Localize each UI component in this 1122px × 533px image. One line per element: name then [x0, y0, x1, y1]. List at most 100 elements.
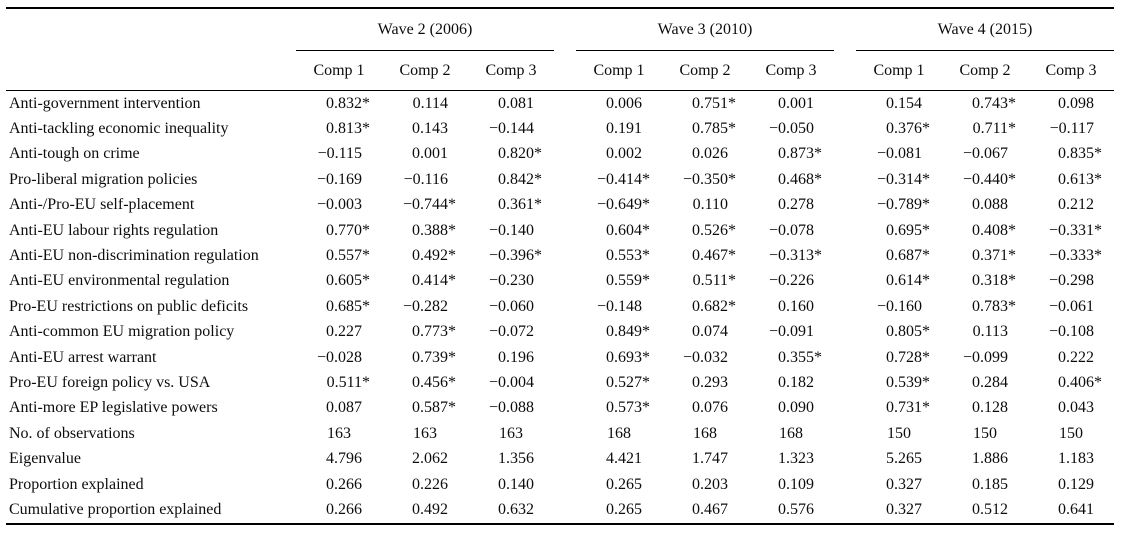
column-gap — [834, 396, 856, 421]
value-cell: 0.685* — [326, 297, 370, 315]
column-gap — [834, 91, 856, 117]
value-cell: 0.511* — [692, 272, 736, 290]
pca-results-table: Wave 2 (2006) Wave 3 (2010) Wave 4 (2015… — [6, 7, 1114, 525]
value-cell: 5.265 — [886, 450, 922, 468]
column-gap — [834, 294, 856, 319]
column-gap — [554, 116, 576, 141]
value-cell: 0.492 — [412, 500, 448, 518]
corner-cell — [6, 50, 296, 91]
row-label: Anti-tough on crime — [9, 145, 140, 163]
value-cell: −0.060 — [488, 297, 534, 315]
comp-2-header: Comp 2 — [382, 50, 468, 91]
value-cell: 0.526* — [692, 221, 736, 239]
row-label: No. of observations — [9, 424, 135, 442]
column-gap — [834, 218, 856, 243]
table-row: Pro-liberal migration policies −0.169 −0.1… — [6, 167, 1114, 192]
row-label: Anti-more EP legislative powers — [9, 399, 218, 417]
value-cell: 0.573* — [606, 399, 650, 417]
value-cell: −0.331* — [1048, 221, 1102, 239]
value-cell: 0.693* — [606, 348, 650, 366]
value-cell: 0.785* — [692, 120, 736, 138]
value-cell: 0.113 — [972, 323, 1008, 341]
value-cell: 0.088 — [972, 196, 1008, 214]
column-gap — [554, 320, 576, 345]
value-cell: 0.728* — [886, 348, 930, 366]
row-label: Anti-EU non-discrimination regulation — [9, 247, 259, 265]
value-cell: 0.492* — [412, 247, 456, 265]
column-gap — [554, 294, 576, 319]
value-cell: 0.191 — [606, 120, 642, 138]
table-row: Anti-EU environmental regulation 0.605* 0.… — [6, 269, 1114, 294]
value-cell: −0.314* — [876, 170, 930, 188]
table-row: Pro-EU foreign policy vs. USA 0.511* 0.456… — [6, 370, 1114, 395]
row-label: Anti-common EU migration policy — [9, 323, 235, 341]
value-cell: 0.140 — [498, 475, 534, 493]
table-header: Wave 2 (2006) Wave 3 (2010) Wave 4 (2015… — [6, 8, 1114, 91]
column-gap — [834, 142, 856, 167]
value-cell: 168 — [693, 424, 717, 442]
table-row: Anti-tackling economic inequality 0.813* 0… — [6, 116, 1114, 141]
value-cell: 0.873* — [778, 145, 822, 163]
value-cell: −0.350* — [682, 170, 736, 188]
value-cell: −0.067 — [962, 145, 1008, 163]
value-cell: 0.154 — [886, 94, 922, 112]
value-cell: 0.835* — [1058, 145, 1102, 163]
value-cell: −0.099 — [962, 348, 1008, 366]
value-cell: 0.143 — [412, 120, 448, 138]
value-cell: 0.293 — [692, 373, 728, 391]
value-cell: 168 — [607, 424, 631, 442]
value-cell: 2.062 — [412, 450, 448, 468]
column-gap — [834, 8, 856, 51]
row-label: Anti-EU arrest warrant — [9, 348, 157, 366]
value-cell: 0.002 — [606, 145, 642, 163]
value-cell: 0.388* — [412, 221, 456, 239]
table-row: Anti-/Pro-EU self-placement −0.003 −0.744*… — [6, 193, 1114, 218]
value-cell: −0.004 — [488, 373, 534, 391]
value-cell: 0.185 — [972, 475, 1008, 493]
value-cell: 150 — [887, 424, 911, 442]
table-row: Cumulative proportion explained 0.266 0.49… — [6, 497, 1114, 523]
value-cell: 0.511* — [326, 373, 370, 391]
value-cell: 150 — [1059, 424, 1083, 442]
column-gap — [834, 345, 856, 370]
value-cell: 168 — [779, 424, 803, 442]
value-cell: 0.842* — [498, 170, 542, 188]
value-cell: 0.711* — [972, 120, 1016, 138]
value-cell: 0.820* — [498, 145, 542, 163]
value-cell: 0.539* — [886, 373, 930, 391]
component-header-row: Comp 1 Comp 2 Comp 3 Comp 1 Comp 2 Comp … — [6, 50, 1114, 91]
column-gap — [554, 8, 576, 51]
value-cell: 4.421 — [606, 450, 642, 468]
value-cell: 0.527* — [606, 373, 650, 391]
value-cell: −0.115 — [317, 145, 362, 163]
value-cell: −0.003 — [316, 196, 362, 214]
column-gap — [554, 142, 576, 167]
value-cell: 0.467* — [692, 247, 736, 265]
table-row: No. of observations 163 163 163 168 168 168 150… — [6, 421, 1114, 446]
value-cell: 0.559* — [606, 272, 650, 290]
table-row: Anti-EU non-discrimination regulation 0.5… — [6, 243, 1114, 268]
column-gap — [554, 50, 576, 91]
table-row: Anti-tough on crime −0.115 0.001 0.820* 0.00… — [6, 142, 1114, 167]
value-cell: 0.266 — [326, 475, 362, 493]
column-gap — [834, 116, 856, 141]
value-cell: −0.140 — [488, 221, 534, 239]
table-row: Pro-EU restrictions on public deficits 0.… — [6, 294, 1114, 319]
column-gap — [834, 497, 856, 523]
value-cell: 0.278 — [778, 196, 814, 214]
value-cell: −0.050 — [768, 120, 814, 138]
value-cell: 0.128 — [972, 399, 1008, 417]
value-cell: 0.695* — [886, 221, 930, 239]
column-gap — [554, 497, 576, 523]
column-gap — [834, 320, 856, 345]
value-cell: 0.265 — [606, 475, 642, 493]
column-gap — [554, 446, 576, 471]
column-gap — [834, 472, 856, 497]
value-cell: 0.512 — [972, 500, 1008, 518]
table-row: Proportion explained 0.266 0.226 0.140 0.265… — [6, 472, 1114, 497]
value-cell: −0.282 — [402, 297, 448, 315]
comp-3-header: Comp 3 — [1028, 50, 1114, 91]
row-label: Anti-EU labour rights regulation — [9, 221, 219, 239]
comp-1-header: Comp 1 — [576, 50, 662, 91]
wave-header-row: Wave 2 (2006) Wave 3 (2010) Wave 4 (2015… — [6, 8, 1114, 51]
